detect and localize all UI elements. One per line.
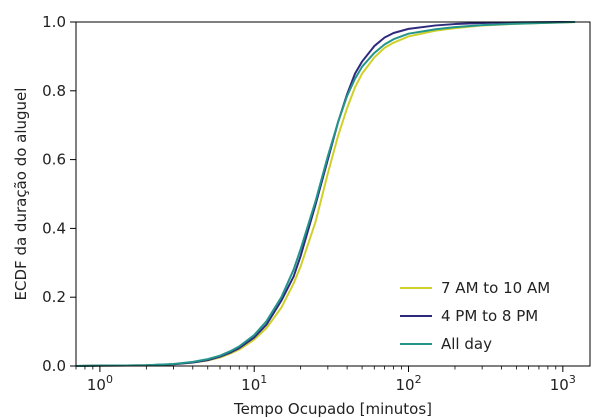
- legend-label: 4 PM to 8 PM: [441, 307, 538, 325]
- series-line-3: [75, 21, 576, 367]
- x-axis-label: Tempo Ocupado [minutos]: [233, 400, 432, 418]
- legend-label: 7 AM to 10 AM: [441, 279, 550, 297]
- y-axis: 0.0 0.2 0.4 0.6 0.8 1.0: [42, 13, 76, 375]
- x-tick-label: 102: [395, 373, 421, 394]
- y-tick-label: 0.2: [42, 288, 66, 306]
- plot-lines: [75, 21, 576, 367]
- x-tick-label: 101: [241, 373, 267, 394]
- y-tick-label: 0.0: [42, 357, 66, 375]
- legend-label: All day: [441, 335, 492, 353]
- legend: 7 AM to 10 AM 4 PM to 8 PM All day: [400, 279, 550, 353]
- x-tick-label: 103: [550, 373, 576, 394]
- y-tick-label: 0.8: [42, 82, 66, 100]
- x-axis: 100 101 102 103: [75, 366, 576, 394]
- y-tick-label: 1.0: [42, 13, 66, 31]
- x-tick-label: 100: [87, 373, 113, 394]
- y-axis-label: ECDF da duração do aluguel: [12, 88, 30, 301]
- plot-frame: [75, 21, 591, 367]
- y-tick-label: 0.6: [42, 151, 66, 169]
- y-tick-label: 0.4: [42, 219, 66, 237]
